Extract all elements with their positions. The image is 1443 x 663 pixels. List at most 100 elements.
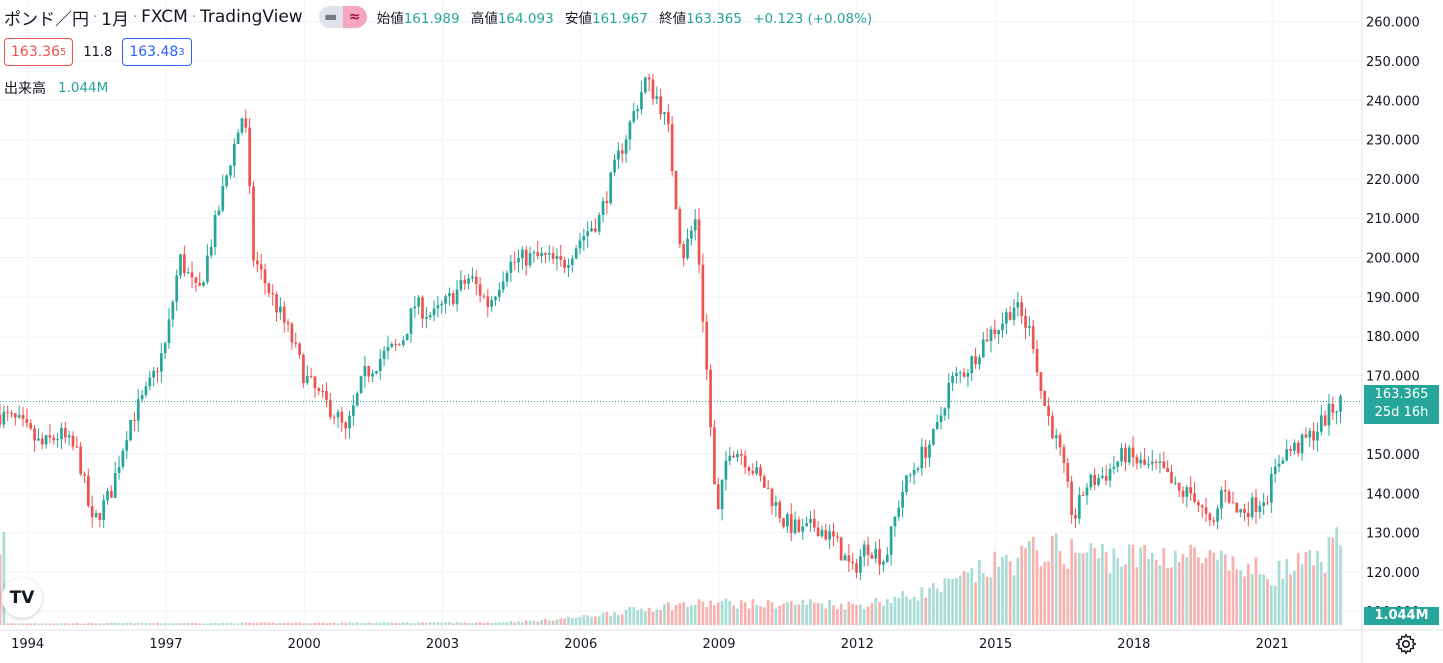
volume-bar bbox=[932, 583, 935, 625]
candle-body bbox=[544, 252, 547, 255]
volume-bar bbox=[774, 608, 778, 625]
symbol-name[interactable]: ポンド／円 bbox=[4, 9, 89, 30]
gear-icon[interactable] bbox=[1394, 632, 1418, 656]
candle-body bbox=[1200, 505, 1204, 508]
candle-body bbox=[789, 514, 793, 534]
volume-label: 出来高 bbox=[4, 81, 46, 97]
candle-body bbox=[44, 435, 48, 445]
candle-body bbox=[63, 428, 67, 438]
volume-bar bbox=[855, 604, 858, 625]
volume-bar bbox=[382, 622, 386, 625]
volume-bar bbox=[555, 619, 559, 625]
candle-body bbox=[1177, 482, 1181, 491]
candle-body bbox=[651, 79, 655, 99]
candle-body bbox=[313, 376, 317, 389]
candle-body bbox=[232, 143, 236, 166]
volume-bar bbox=[1235, 569, 1239, 625]
volume-bar bbox=[1204, 557, 1208, 625]
candle-body bbox=[1181, 490, 1185, 497]
candle-body bbox=[1289, 449, 1292, 451]
volume-bar bbox=[471, 622, 474, 625]
volume-bar bbox=[325, 623, 328, 625]
volume-bar bbox=[267, 622, 271, 625]
candle-body bbox=[309, 376, 313, 378]
candle-body bbox=[1097, 477, 1100, 485]
candle-body bbox=[885, 554, 889, 562]
candle-body bbox=[163, 343, 167, 354]
candle-body bbox=[56, 439, 59, 441]
volume-bar bbox=[344, 622, 348, 625]
candle-body bbox=[893, 516, 897, 527]
candle-body bbox=[985, 339, 989, 342]
volume-bar bbox=[505, 622, 509, 625]
volume-bar bbox=[763, 607, 766, 625]
volume-bar bbox=[920, 587, 924, 625]
volume-bar bbox=[386, 622, 390, 625]
candle-body bbox=[60, 428, 63, 440]
volume-bar bbox=[0, 554, 2, 625]
spread-value: 11.8 bbox=[83, 44, 113, 60]
candle-body bbox=[398, 344, 401, 346]
candle-body bbox=[463, 279, 467, 284]
candle-body bbox=[1074, 514, 1077, 519]
candle-body bbox=[317, 388, 321, 391]
candle-body bbox=[1216, 508, 1219, 522]
market-status-pill[interactable]: ▬ ≈ bbox=[318, 6, 367, 28]
candle-body bbox=[494, 296, 497, 301]
candle-body bbox=[75, 446, 79, 448]
volume-bar bbox=[970, 568, 974, 625]
candle-body bbox=[521, 249, 524, 259]
minus-icon[interactable]: ▬ bbox=[318, 6, 343, 28]
volume-bar bbox=[355, 622, 359, 625]
sell-button[interactable]: 163.36 5 bbox=[4, 38, 74, 66]
candle-body bbox=[179, 254, 182, 276]
candle-body bbox=[582, 235, 586, 241]
volume-bar bbox=[620, 614, 624, 625]
candle-body bbox=[2, 411, 6, 425]
volume-bar bbox=[1231, 556, 1235, 625]
volume-bar bbox=[521, 622, 524, 625]
candle-body bbox=[966, 373, 970, 377]
candle-body bbox=[332, 417, 336, 419]
volume-bar bbox=[340, 622, 344, 625]
volume-bar bbox=[1189, 544, 1193, 625]
volume-bar bbox=[305, 623, 309, 625]
candle-body bbox=[90, 505, 94, 518]
volume-bar bbox=[209, 623, 213, 625]
volume-bar bbox=[1270, 585, 1273, 625]
candle-body bbox=[578, 240, 582, 249]
candle-body bbox=[421, 297, 424, 319]
volume-bar bbox=[1058, 550, 1062, 625]
volume-bar bbox=[747, 608, 751, 625]
volume-bar bbox=[720, 601, 724, 625]
buy-button[interactable]: 163.48 3 bbox=[122, 38, 192, 66]
candle-body bbox=[401, 340, 405, 346]
volume-legend[interactable]: 出来高 1.044M bbox=[4, 78, 108, 98]
candle-body bbox=[705, 321, 709, 370]
candle-body bbox=[1189, 487, 1193, 494]
candle-body bbox=[159, 353, 163, 372]
candle-body bbox=[924, 446, 928, 458]
candle-body bbox=[110, 491, 113, 498]
candle-body bbox=[801, 526, 805, 532]
candle-body bbox=[86, 475, 90, 506]
volume-bar bbox=[955, 578, 958, 625]
last-price-tag: 163.365 25d 16h bbox=[1364, 385, 1439, 424]
volume-bar bbox=[167, 623, 171, 625]
candle-body bbox=[759, 467, 762, 477]
volume-bar bbox=[636, 610, 639, 625]
candle-body bbox=[613, 159, 616, 173]
approx-icon[interactable]: ≈ bbox=[342, 6, 367, 28]
tradingview-logo[interactable]: TV bbox=[2, 578, 42, 618]
interval-label[interactable]: 1月 bbox=[101, 9, 129, 30]
volume-bar bbox=[363, 623, 367, 625]
volume-bar bbox=[1127, 544, 1131, 625]
candle-body bbox=[117, 467, 121, 473]
volume-bar bbox=[766, 599, 770, 625]
volume-bar bbox=[56, 623, 59, 625]
candle-body bbox=[133, 419, 136, 421]
symbol-legend: ポンド／円 · 1月 · FXCM · TradingView ▬ ≈ 始値16… bbox=[4, 5, 879, 30]
volume-bar bbox=[1066, 568, 1070, 625]
candle-body bbox=[1085, 487, 1089, 496]
